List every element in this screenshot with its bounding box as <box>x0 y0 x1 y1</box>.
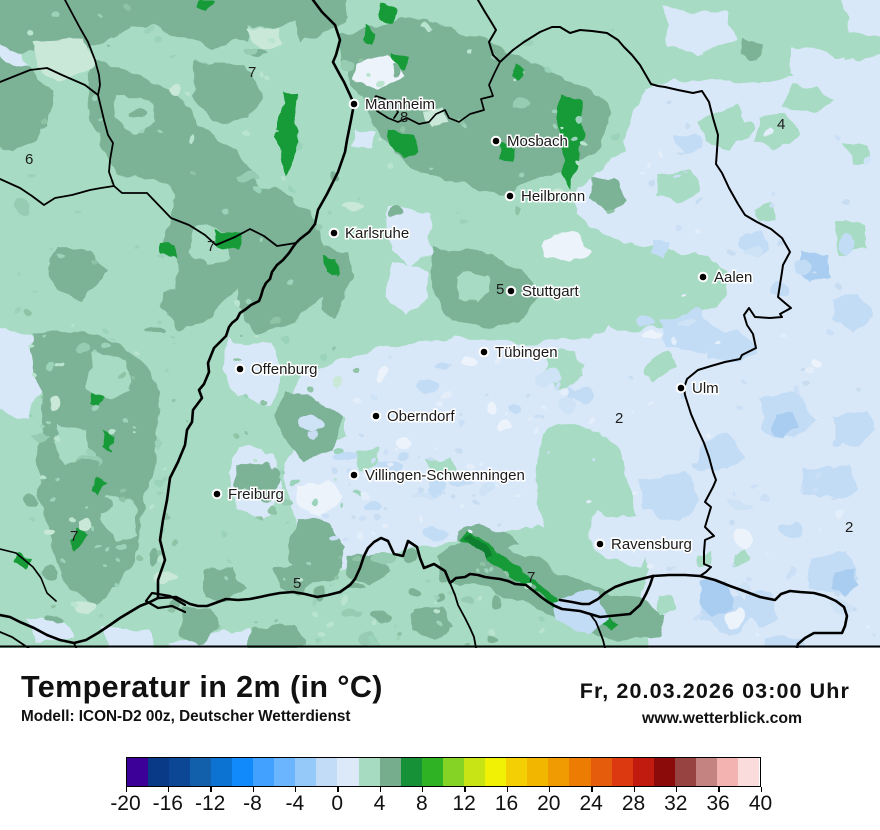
svg-text:Oberndorf: Oberndorf <box>387 408 455 425</box>
svg-text:7: 7 <box>207 238 215 255</box>
svg-text:Mannheim: Mannheim <box>365 96 435 113</box>
svg-text:Villingen-Schwenningen: Villingen-Schwenningen <box>365 467 525 484</box>
svg-text:Heilbronn: Heilbronn <box>521 188 585 205</box>
svg-text:5: 5 <box>496 281 504 298</box>
svg-text:Stuttgart: Stuttgart <box>522 283 580 300</box>
svg-text:Ravensburg: Ravensburg <box>611 536 692 553</box>
svg-text:Ulm: Ulm <box>692 380 719 397</box>
svg-text:Aalen: Aalen <box>714 269 752 286</box>
svg-text:Offenburg: Offenburg <box>251 361 317 378</box>
svg-text:8: 8 <box>400 109 408 126</box>
svg-text:2: 2 <box>845 519 853 536</box>
svg-text:Freiburg: Freiburg <box>228 486 284 503</box>
svg-text:4: 4 <box>777 116 785 133</box>
svg-text:Karlsruhe: Karlsruhe <box>345 225 409 242</box>
svg-text:7: 7 <box>248 64 256 81</box>
svg-text:Tübingen: Tübingen <box>495 344 558 361</box>
svg-text:7: 7 <box>527 569 535 586</box>
svg-text:6: 6 <box>25 151 33 168</box>
svg-text:2: 2 <box>615 410 623 427</box>
svg-text:7: 7 <box>70 528 78 545</box>
svg-text:5: 5 <box>293 575 301 592</box>
svg-text:Mosbach: Mosbach <box>507 133 568 150</box>
